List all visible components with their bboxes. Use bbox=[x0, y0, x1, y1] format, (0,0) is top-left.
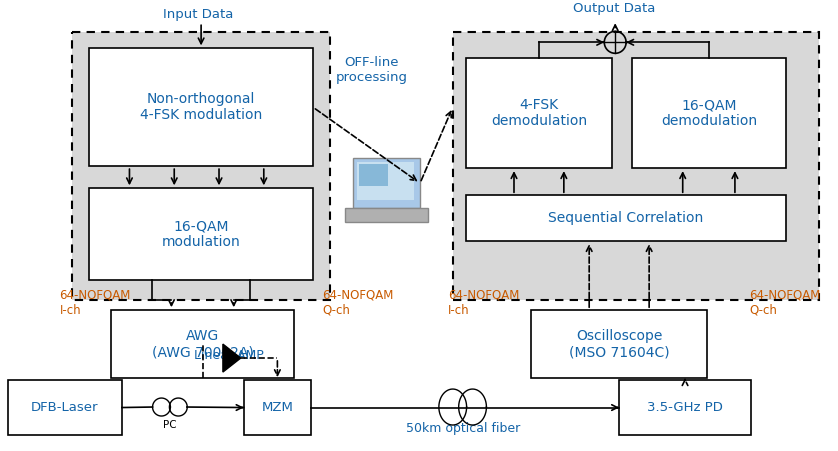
Text: Oscilloscope
(MSO 71604C): Oscilloscope (MSO 71604C) bbox=[569, 329, 670, 359]
FancyBboxPatch shape bbox=[344, 208, 428, 222]
Polygon shape bbox=[223, 344, 241, 372]
FancyBboxPatch shape bbox=[359, 164, 388, 186]
Text: AWG
(AWG 70002A): AWG (AWG 70002A) bbox=[152, 329, 253, 359]
FancyBboxPatch shape bbox=[632, 58, 785, 168]
FancyBboxPatch shape bbox=[72, 32, 330, 300]
FancyBboxPatch shape bbox=[357, 162, 414, 200]
Text: Sequential Correlation: Sequential Correlation bbox=[548, 211, 703, 225]
Text: Input Data: Input Data bbox=[163, 8, 233, 21]
Text: 3.5-GHz PD: 3.5-GHz PD bbox=[647, 401, 723, 414]
Text: MZM: MZM bbox=[261, 401, 293, 414]
FancyBboxPatch shape bbox=[619, 380, 751, 435]
FancyBboxPatch shape bbox=[111, 310, 294, 378]
FancyBboxPatch shape bbox=[89, 188, 313, 280]
Text: Q-ch: Q-ch bbox=[749, 304, 777, 317]
FancyBboxPatch shape bbox=[244, 380, 311, 435]
Text: 64-NOFQAM: 64-NOFQAM bbox=[322, 289, 393, 302]
Text: 4-FSK
demodulation: 4-FSK demodulation bbox=[491, 98, 587, 129]
FancyBboxPatch shape bbox=[8, 380, 122, 435]
FancyBboxPatch shape bbox=[531, 310, 707, 378]
Text: 50km optical fiber: 50km optical fiber bbox=[406, 422, 520, 434]
FancyBboxPatch shape bbox=[453, 32, 820, 300]
Text: OFF-line
processing: OFF-line processing bbox=[335, 56, 407, 84]
FancyBboxPatch shape bbox=[466, 195, 785, 241]
FancyBboxPatch shape bbox=[89, 48, 313, 166]
Text: 64-NOFQAM: 64-NOFQAM bbox=[447, 289, 520, 302]
Text: 16-QAM
modulation: 16-QAM modulation bbox=[162, 219, 241, 249]
FancyBboxPatch shape bbox=[461, 42, 811, 224]
Text: 64-NOFQAM: 64-NOFQAM bbox=[59, 289, 131, 302]
Text: Q-ch: Q-ch bbox=[322, 304, 349, 317]
Text: I-ch: I-ch bbox=[59, 304, 81, 317]
Text: Linear AMP: Linear AMP bbox=[194, 349, 264, 362]
Text: 16-QAM
demodulation: 16-QAM demodulation bbox=[660, 98, 757, 129]
Text: Output Data: Output Data bbox=[573, 2, 655, 15]
FancyBboxPatch shape bbox=[353, 158, 420, 208]
Text: PC: PC bbox=[163, 420, 177, 430]
Text: Non-orthogonal
4-FSK modulation: Non-orthogonal 4-FSK modulation bbox=[140, 92, 262, 122]
FancyBboxPatch shape bbox=[466, 58, 613, 168]
Text: 64-NOFQAM: 64-NOFQAM bbox=[749, 289, 820, 302]
Text: I-ch: I-ch bbox=[447, 304, 469, 317]
Text: DFB-Laser: DFB-Laser bbox=[31, 401, 99, 414]
